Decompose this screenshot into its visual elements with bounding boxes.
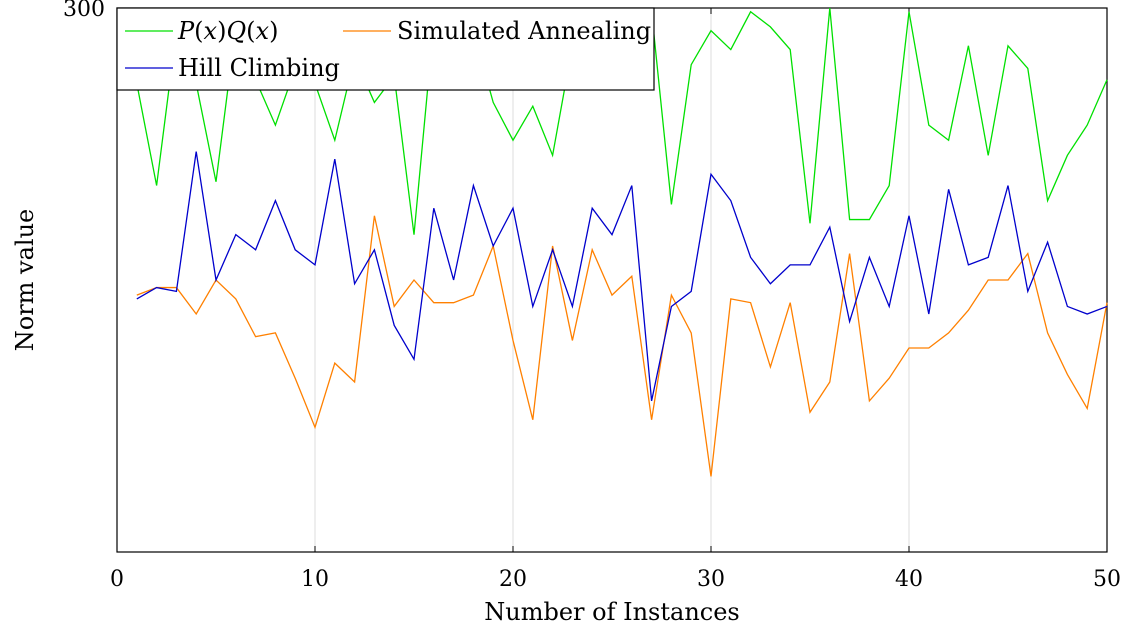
y-tick-label: 300 [63,0,105,22]
series-line-hill-climbing [136,151,1108,402]
legend-label-pq-p: P [177,17,195,45]
legend-label-pq-q: Q [226,17,246,45]
legend: P(x)Q(x) Simulated Annealing Hill Climbi… [116,7,655,91]
legend-label-hc: Hill Climbing [178,54,340,82]
x-tick-label: 20 [499,567,527,592]
legend-label-pq-x1: x [204,17,218,45]
legend-box [116,7,655,91]
legend-label-pq-open2: ( [246,17,255,45]
legend-label-pq-close2: ) [269,17,278,45]
x-tick-label: 40 [895,567,923,592]
legend-label-pq: P(x)Q(x) [177,17,278,45]
legend-label-sa: Simulated Annealing [397,17,651,45]
x-tick-label: 10 [301,567,329,592]
y-axis-label: Norm value [11,209,39,352]
x-tick-label: 0 [110,567,124,592]
legend-label-pq-x2: x [256,17,270,45]
legend-label-pq-open1: ( [194,17,203,45]
legend-label-pq-close1: ) [217,17,226,45]
tick-layer: 0 10 20 30 40 50 300 [63,0,1121,592]
x-axis-label: Number of Instances [484,598,739,626]
x-tick-label: 50 [1093,567,1121,592]
series-line-simulated-annealing [136,215,1108,477]
x-tick-label: 30 [697,567,725,592]
